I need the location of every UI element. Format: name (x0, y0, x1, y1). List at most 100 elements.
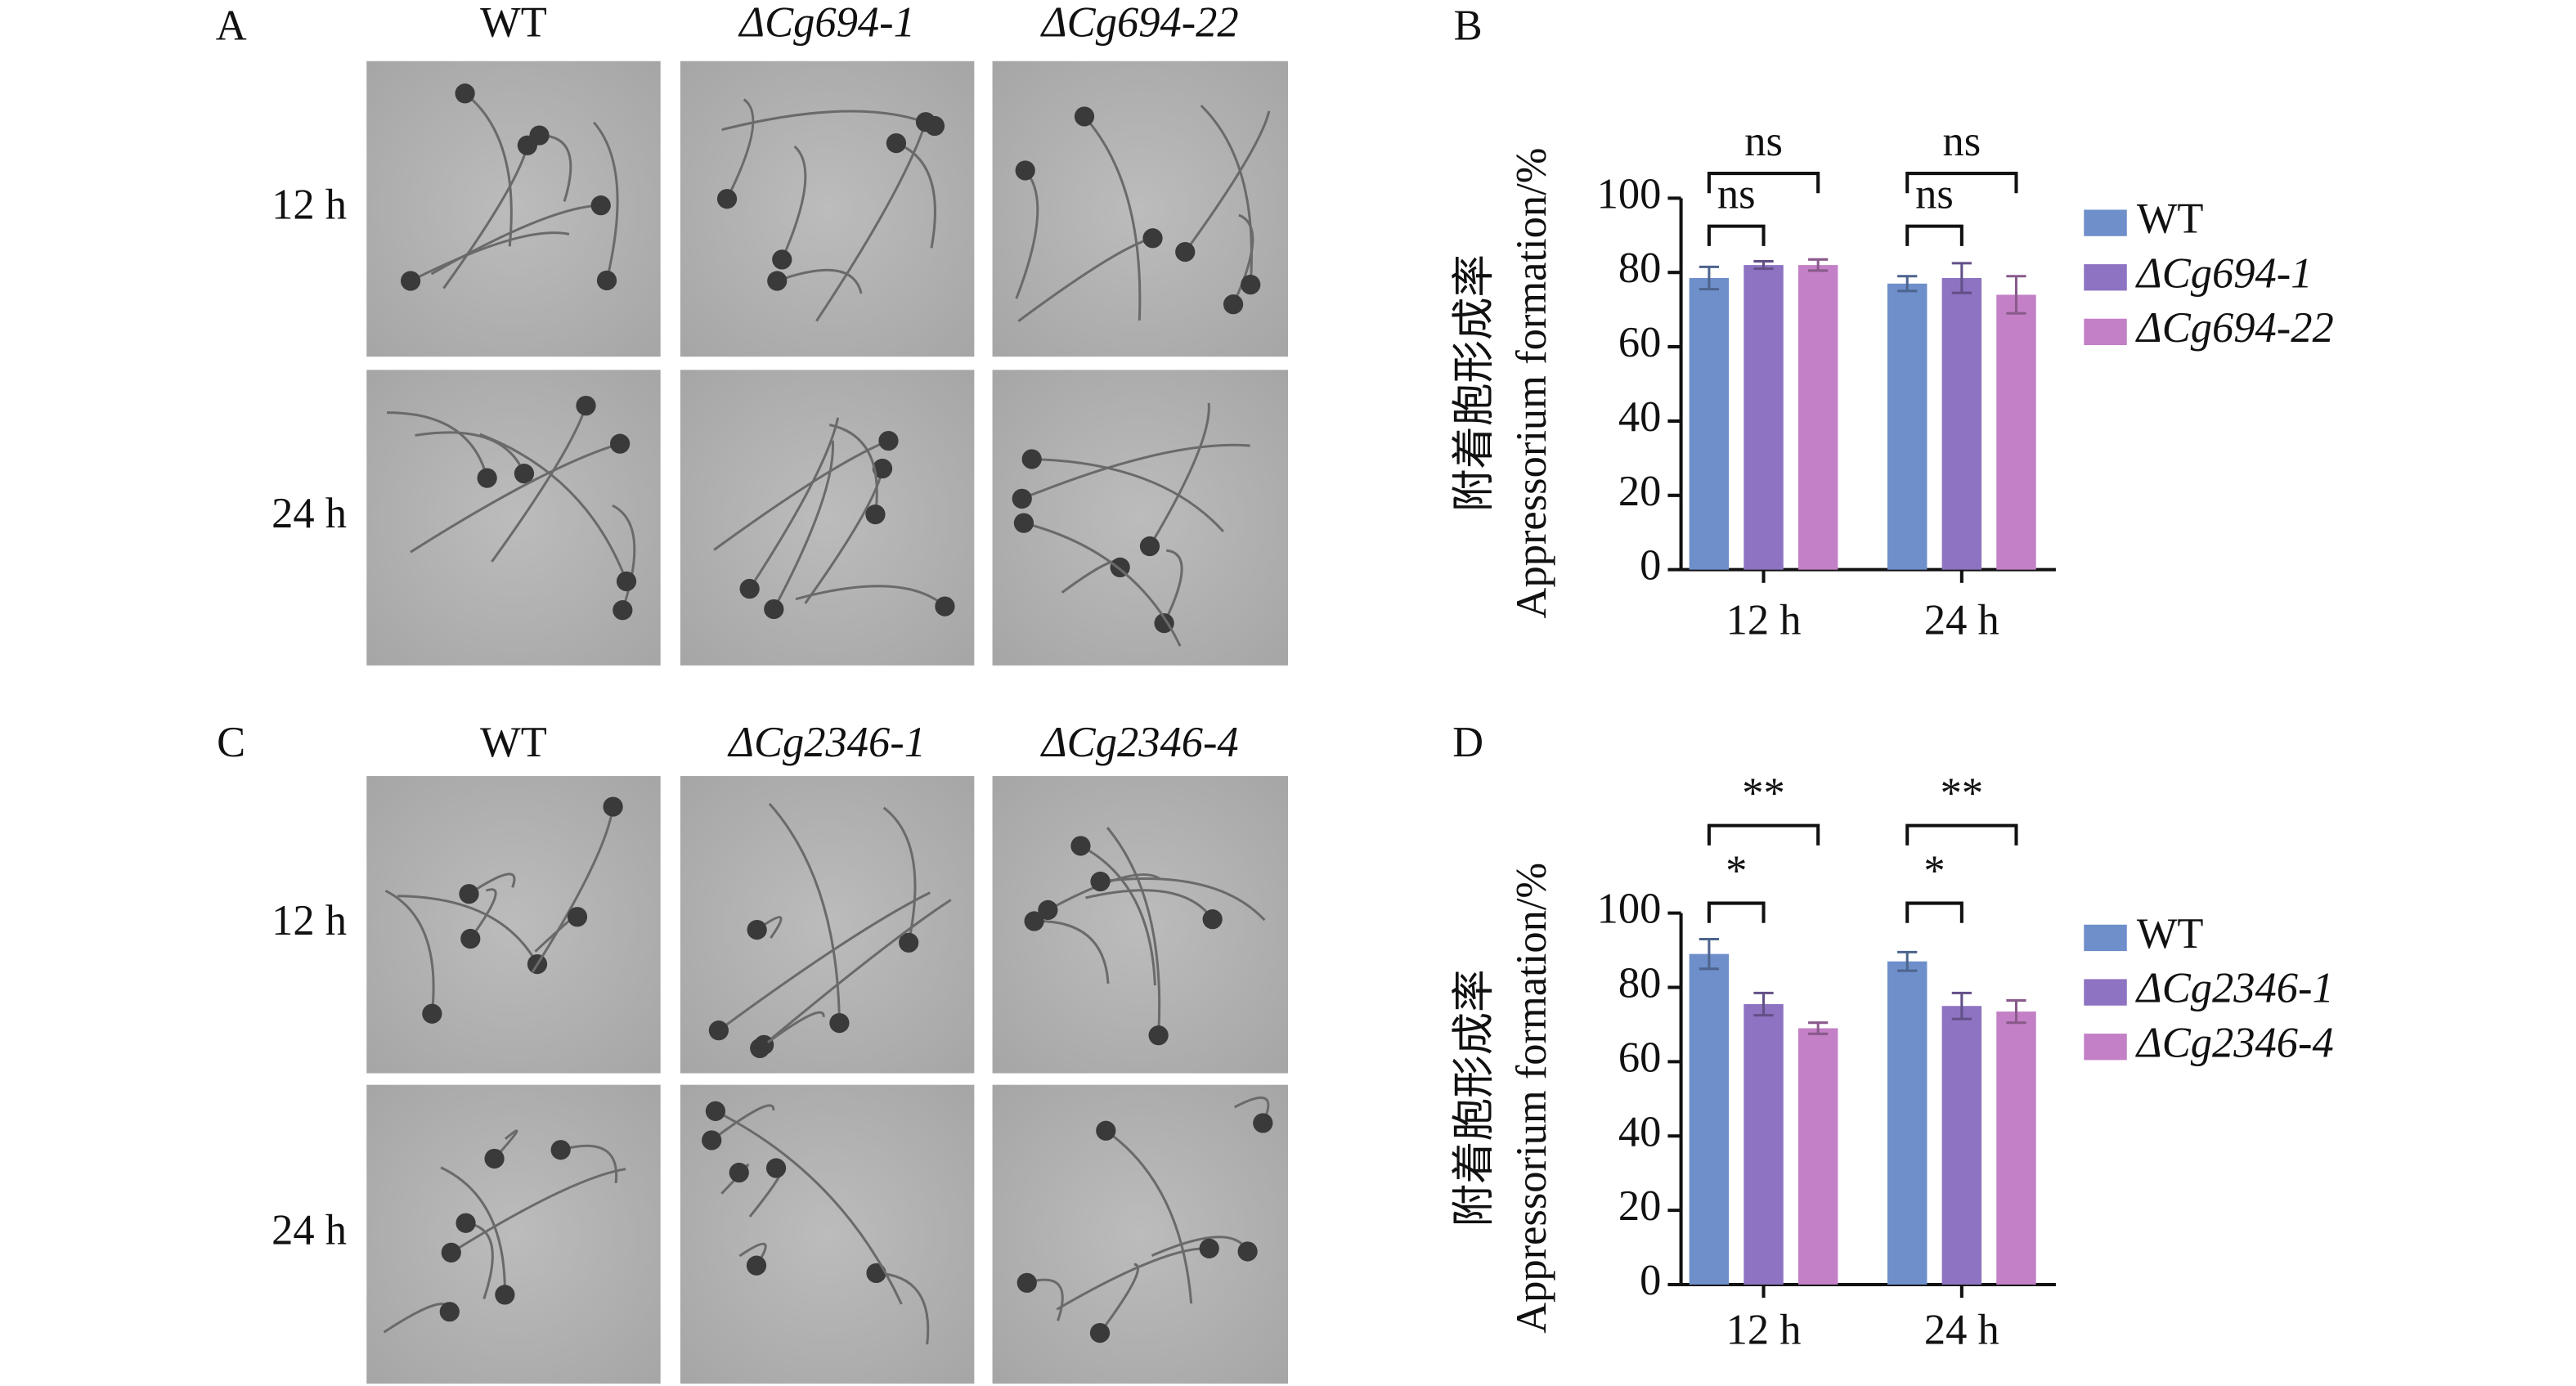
legend-label: ΔCg694-1 (2135, 249, 2313, 297)
row-label: 12 h (272, 897, 347, 944)
appressorium (603, 796, 623, 817)
legend-swatch (2084, 1034, 2127, 1061)
hypha (442, 145, 529, 289)
appressorium (1096, 1120, 1116, 1141)
y-tick-label: 0 (1640, 542, 1661, 590)
bar (1689, 953, 1730, 1285)
error-bar (2006, 998, 2026, 1025)
column-label: ΔCg2346-4 (1040, 719, 1239, 766)
micrograph (366, 61, 661, 357)
y-tick-label: 40 (1618, 1108, 1662, 1155)
appressorium (708, 1020, 729, 1041)
bar (1744, 265, 1784, 570)
x-tick-label: 24 h (1924, 1307, 1999, 1354)
hypha (479, 433, 628, 582)
significance-label: ns (1744, 118, 1783, 165)
appressorium (1012, 488, 1032, 509)
hypha (1100, 877, 1266, 922)
y-axis-label: 附着胞形成率 (1450, 254, 1497, 512)
hypha (1098, 1263, 1139, 1334)
x-tick-label: 12 h (1726, 1307, 1802, 1354)
hypha (1031, 457, 1225, 533)
bar (1744, 1003, 1784, 1285)
appressorium (1241, 274, 1261, 295)
error-bar (1753, 991, 1774, 1017)
appressorium (739, 578, 760, 599)
significance-label: * (1726, 847, 1747, 895)
appressorium (899, 932, 919, 953)
hypha (491, 405, 587, 563)
x-tick-label: 24 h (1924, 596, 1999, 644)
micrograph (992, 370, 1288, 666)
hypha (763, 899, 952, 1046)
hypha (1034, 920, 1110, 984)
significance-label: ns (1717, 170, 1756, 218)
significance-bracket (1905, 172, 2018, 194)
appressorium (729, 1162, 749, 1183)
error-bar (2006, 275, 2026, 315)
hypha (768, 802, 841, 1024)
legend-swatch (2084, 979, 2127, 1006)
hypha (450, 1168, 626, 1254)
significance-bracket (1707, 901, 1766, 923)
y-tick-label: 100 (1597, 170, 1662, 218)
row-label: 24 h (272, 1206, 347, 1254)
column-label: ΔCg694-1 (738, 0, 915, 46)
appressorium (1074, 106, 1095, 127)
significance-bracket (1905, 901, 1963, 923)
appressorium (878, 430, 899, 451)
micrograph (680, 61, 975, 357)
appressorium (613, 600, 633, 621)
appressorium (596, 270, 617, 291)
appressorium (477, 468, 497, 488)
hypha (1106, 827, 1161, 1036)
significance-label: ** (1941, 769, 1984, 817)
significance-label: ns (1915, 170, 1954, 218)
micrograph (366, 370, 661, 666)
legend-swatch (2084, 264, 2127, 291)
appressorium (767, 271, 788, 291)
legend-swatch (2084, 209, 2127, 236)
y-tick-label: 20 (1618, 1182, 1662, 1230)
significance-label: * (1923, 847, 1945, 895)
hypha (493, 1129, 518, 1159)
hypha (1015, 169, 1039, 299)
appressorium (484, 1148, 505, 1169)
row-label: 24 h (272, 490, 347, 537)
hypha (410, 231, 570, 282)
hypha (415, 431, 526, 474)
hypha (387, 411, 489, 478)
hypha (795, 585, 946, 608)
micrograph (366, 1084, 661, 1384)
appressorium (422, 1003, 442, 1024)
bar (1996, 294, 2036, 570)
appressorium (747, 919, 767, 940)
appressorium (1175, 241, 1196, 262)
hypha (612, 504, 636, 611)
significance-bracket (1707, 172, 1820, 194)
y-axis-label: Appressorium formation/% (1508, 148, 1555, 619)
hypha (759, 1011, 825, 1050)
appressorium (590, 195, 611, 216)
appressorium (616, 571, 637, 592)
appressorium (1202, 909, 1223, 930)
appressorium (866, 1263, 886, 1284)
hypha (1056, 1247, 1209, 1311)
y-tick-label: 100 (1597, 886, 1662, 933)
panel-letter: B (1454, 2, 1483, 49)
hypha (815, 121, 927, 322)
micrograph (680, 1084, 975, 1384)
hypha (469, 888, 497, 940)
bar (1797, 1028, 1838, 1285)
error-bar (1897, 275, 1918, 293)
appressorium (517, 135, 538, 155)
hypha (440, 1166, 506, 1295)
appressorium (610, 433, 631, 454)
significance-label: ns (1943, 118, 1981, 165)
appressorium (702, 1130, 722, 1151)
hypha (1163, 549, 1183, 624)
significance-bracket (1707, 224, 1766, 246)
column-label: ΔCg694-22 (1040, 0, 1239, 46)
hypha (1021, 443, 1250, 500)
bar (1689, 278, 1730, 570)
